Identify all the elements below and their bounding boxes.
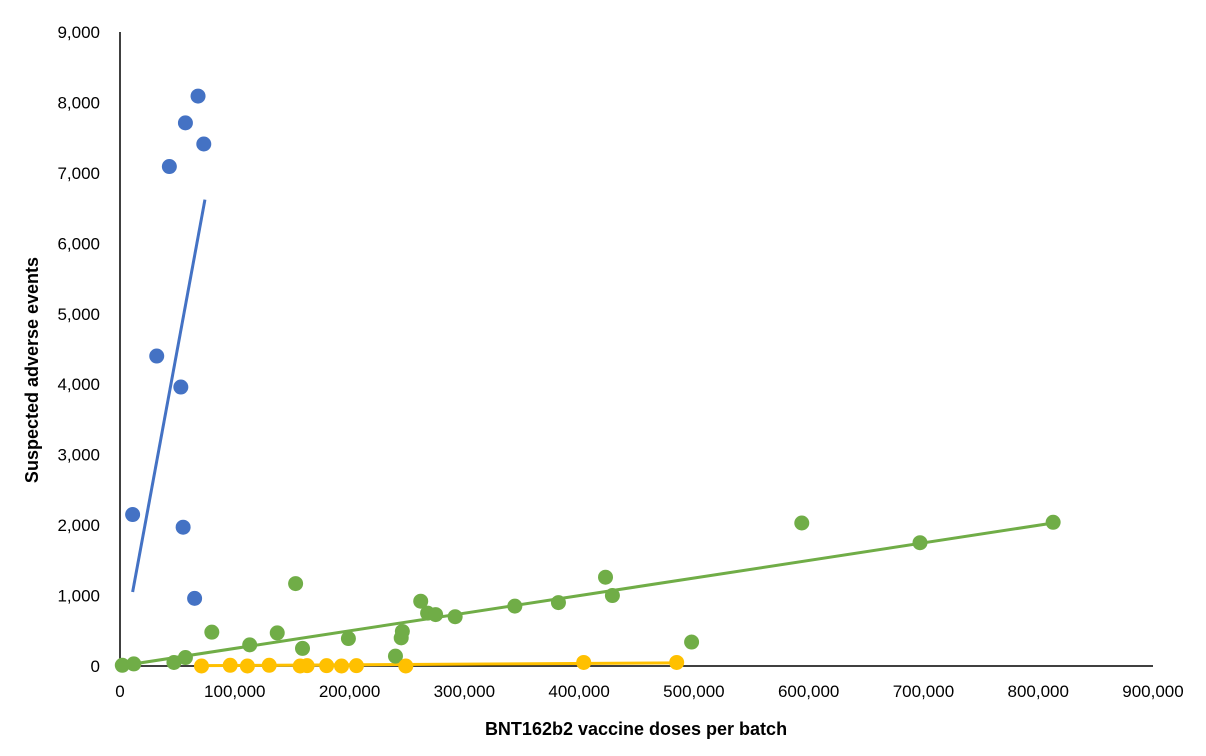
- y-tick-label: 3,000: [57, 446, 100, 465]
- data-point-series-3: [669, 654, 685, 670]
- data-points: [114, 88, 1061, 674]
- data-point-series-2: [126, 656, 142, 672]
- data-point-series-2: [387, 648, 403, 664]
- data-point-series-1: [149, 348, 165, 364]
- x-tick-label: 300,000: [434, 682, 495, 701]
- data-point-series-1: [173, 379, 189, 395]
- data-point-series-2: [550, 595, 566, 611]
- data-point-series-1: [190, 88, 206, 104]
- data-point-series-3: [348, 658, 364, 674]
- data-point-series-1: [125, 507, 141, 523]
- y-tick-label: 4,000: [57, 375, 100, 394]
- y-axis-title: Suspected adverse events: [22, 257, 42, 483]
- x-tick-label: 700,000: [893, 682, 954, 701]
- data-point-series-2: [428, 607, 444, 623]
- x-tick-label: 100,000: [204, 682, 265, 701]
- x-tick-label: 800,000: [1007, 682, 1068, 701]
- trendline-3: [201, 661, 677, 668]
- data-point-series-3: [299, 658, 315, 674]
- data-point-series-1: [196, 136, 212, 152]
- data-point-series-2: [912, 535, 928, 551]
- data-point-series-1: [175, 519, 191, 535]
- data-point-series-3: [222, 657, 238, 673]
- y-axis-ticks: 0 1,000 2,000 3,000 4,000 5,000 6,000 7,000 8,00…: [57, 23, 100, 676]
- data-point-series-2: [166, 654, 182, 670]
- x-tick-label: 500,000: [663, 682, 724, 701]
- x-tick-label: 200,000: [319, 682, 380, 701]
- data-point-series-2: [204, 624, 220, 640]
- x-tick-label: 400,000: [548, 682, 609, 701]
- y-tick-label: 5,000: [57, 305, 100, 324]
- data-point-series-2: [447, 609, 463, 625]
- y-tick-label: 8,000: [57, 93, 100, 112]
- x-tick-label: 900,000: [1122, 682, 1183, 701]
- y-tick-label: 1,000: [57, 587, 100, 606]
- data-point-series-3: [239, 658, 255, 674]
- trendlines: [119, 199, 1054, 668]
- trendline-2: [119, 521, 1054, 668]
- data-point-series-2: [177, 650, 193, 666]
- data-point-series-2: [604, 588, 620, 604]
- x-tick-label: 600,000: [778, 682, 839, 701]
- data-point-series-2: [242, 637, 258, 653]
- x-tick-label: 0: [115, 682, 124, 701]
- data-point-series-2: [507, 598, 523, 614]
- data-point-series-3: [334, 658, 350, 674]
- x-axis-ticks: 0 100,000 200,000 300,000 400,000 500,000 600,…: [115, 682, 1183, 701]
- data-point-series-3: [261, 657, 277, 673]
- y-tick-label: 7,000: [57, 164, 100, 183]
- y-tick-label: 2,000: [57, 516, 100, 535]
- y-tick-label: 6,000: [57, 234, 100, 253]
- data-point-series-2: [794, 515, 810, 531]
- data-point-series-3: [319, 658, 335, 674]
- data-point-series-2: [684, 634, 700, 650]
- data-point-series-2: [294, 640, 310, 656]
- data-point-series-2: [413, 593, 429, 609]
- data-point-series-2: [394, 623, 410, 639]
- data-point-series-3: [193, 658, 209, 674]
- data-point-series-2: [114, 657, 130, 673]
- trendline-1: [131, 199, 207, 593]
- data-point-series-1: [161, 159, 177, 175]
- y-tick-label: 9,000: [57, 23, 100, 42]
- x-axis-title: BNT162b2 vaccine doses per batch: [485, 719, 787, 739]
- data-point-series-2: [598, 569, 614, 585]
- data-point-series-2: [269, 625, 285, 641]
- y-tick-label: 0: [91, 657, 100, 676]
- data-point-series-2: [1045, 514, 1061, 530]
- data-point-series-1: [187, 590, 203, 606]
- data-point-series-3: [576, 654, 592, 670]
- data-point-series-3: [398, 658, 414, 674]
- data-point-series-1: [177, 115, 193, 131]
- data-point-series-2: [340, 631, 356, 647]
- data-point-series-2: [288, 576, 304, 592]
